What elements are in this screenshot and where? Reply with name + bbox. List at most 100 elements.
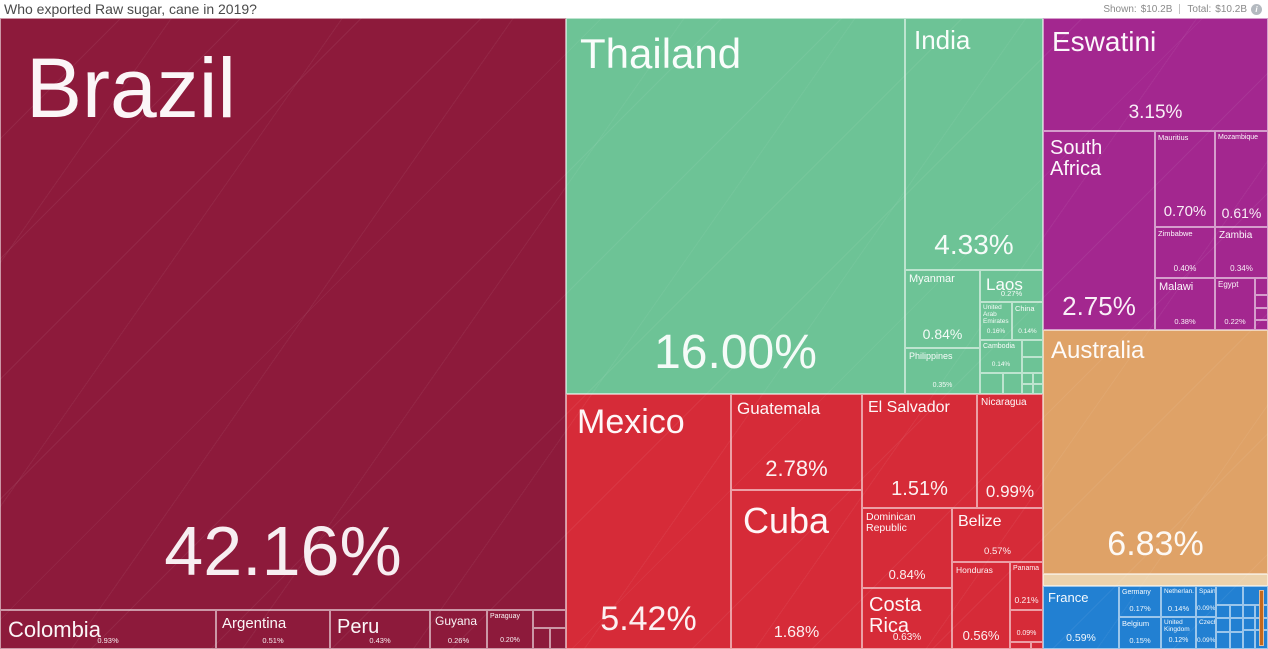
cell-small[interactable] [1216, 586, 1243, 605]
cell-small[interactable] [1216, 618, 1230, 632]
cell-small[interactable]: 0.09% [1010, 610, 1043, 642]
share-label: 1.51% [891, 478, 948, 500]
country-label: Panama [1013, 565, 1040, 572]
cell-germany[interactable]: Germany 0.17% [1119, 586, 1161, 617]
cell-small[interactable] [1255, 278, 1268, 295]
total-value: $10.2B [1215, 3, 1247, 15]
cell-small[interactable] [1010, 642, 1031, 649]
info-icon[interactable]: i [1251, 3, 1262, 15]
cell-czechia[interactable]: Czech. 0.09% [1196, 617, 1216, 649]
cell-small[interactable] [550, 628, 566, 649]
cell-laos[interactable]: Laos 0.27% [980, 270, 1043, 302]
cell-small[interactable] [1043, 574, 1268, 586]
cell-australia[interactable]: Australia 6.83% [1043, 330, 1268, 574]
cell-small[interactable] [1243, 618, 1255, 630]
share-label: 0.59% [1066, 631, 1096, 644]
country-label: Nicaragua [981, 397, 1027, 408]
share-label: 0.22% [1224, 316, 1246, 326]
cell-thailand[interactable]: Thailand 16.00% [566, 18, 905, 394]
country-label: Mauritius [1158, 133, 1189, 142]
country-label: India [914, 25, 971, 55]
cell-guyana[interactable]: Guyana 0.26% [430, 610, 487, 649]
cell-nicaragua[interactable]: Nicaragua 0.99% [977, 394, 1043, 508]
total-label: Total: [1187, 3, 1212, 15]
cell-paraguay[interactable]: Paraguay 0.20% [487, 610, 533, 649]
share-label: 0.84% [922, 326, 963, 342]
country-label: Zambia [1219, 230, 1253, 241]
cell-small[interactable] [1230, 605, 1243, 618]
cell-mozambique[interactable]: Mozambique 0.61% [1215, 131, 1268, 227]
cell-small[interactable] [533, 610, 566, 628]
cell-small[interactable] [1216, 632, 1230, 649]
country-label: El Salvador [868, 399, 950, 416]
share-label: 0.99% [985, 482, 1035, 501]
cell-mexico[interactable]: Mexico 5.42% [566, 394, 731, 649]
cell-cuba[interactable]: Cuba 1.68% [731, 490, 862, 649]
cell-small[interactable] [1230, 618, 1243, 632]
cell-south-africa[interactable]: South Africa 2.75% [1043, 131, 1155, 330]
cell-argentina[interactable]: Argentina 0.51% [216, 610, 330, 649]
cell-small[interactable] [1216, 605, 1230, 618]
share-label: 0.57% [984, 545, 1011, 557]
country-label: Belize [958, 513, 1002, 530]
cell-small[interactable] [1022, 340, 1043, 357]
cell-belize[interactable]: Belize 0.57% [952, 508, 1043, 562]
cell-costa-rica[interactable]: Costa Rica 0.63% [862, 588, 952, 649]
cell-netherlands[interactable]: Netherlan. 0.14% [1161, 586, 1196, 617]
cell-small[interactable] [533, 628, 550, 649]
cell-small[interactable] [1259, 590, 1264, 646]
cell-small[interactable] [1033, 384, 1043, 394]
cell-small[interactable] [1255, 320, 1268, 330]
country-label: Netherlan. [1164, 588, 1194, 595]
cell-small[interactable] [1243, 630, 1255, 649]
country-label: Dominican Republic [866, 511, 916, 535]
cell-small[interactable] [1230, 632, 1243, 649]
country-label: Costa Rica [869, 594, 922, 637]
cell-cambodia[interactable]: Cambodia 0.14% [980, 340, 1022, 373]
cell-small[interactable] [1022, 384, 1033, 394]
cell-united-arab-emirates[interactable]: United Arab Emirates 0.16% [980, 302, 1012, 340]
cell-small[interactable] [1255, 308, 1268, 320]
cell-small[interactable] [1022, 373, 1033, 384]
share-label: 0.35% [932, 382, 953, 389]
header-meta: Shown: $10.2B Total: $10.2B i [1103, 3, 1268, 15]
cell-mauritius[interactable]: Mauritius 0.70% [1155, 131, 1215, 227]
cell-colombia[interactable]: Colombia 0.93% [0, 610, 216, 649]
cell-dominican-republic[interactable]: Dominican Republic 0.84% [862, 508, 952, 588]
country-label: Brazil [26, 41, 237, 135]
cell-china[interactable]: China 0.14% [1012, 302, 1043, 340]
cell-myanmar[interactable]: Myanmar 0.84% [905, 270, 980, 348]
share-label: 16.00% [654, 326, 817, 379]
cell-philippines[interactable]: Philippines 0.35% [905, 348, 980, 394]
cell-small[interactable] [1255, 295, 1268, 308]
cell-brazil[interactable]: Brazil 42.16% [0, 18, 566, 610]
cell-small[interactable] [980, 373, 1003, 394]
cell-zimbabwe[interactable]: Zimbabwe 0.40% [1155, 227, 1215, 278]
cell-india[interactable]: India 4.33% [905, 18, 1043, 270]
cell-small[interactable] [1003, 373, 1022, 394]
cell-small[interactable] [1243, 605, 1255, 618]
cell-belgium[interactable]: Belgium 0.15% [1119, 617, 1161, 649]
cell-malawi[interactable]: Malawi 0.38% [1155, 278, 1215, 330]
cell-panama[interactable]: Panama 0.21% [1010, 562, 1043, 610]
country-label: United Arab Emirates [983, 304, 1009, 325]
cell-france[interactable]: France 0.59% [1043, 586, 1119, 649]
share-label: 0.14% [1167, 603, 1190, 613]
country-label: Egypt [1218, 280, 1239, 289]
cell-honduras[interactable]: Honduras 0.56% [952, 562, 1010, 649]
share-label: 0.84% [888, 567, 926, 582]
cell-small[interactable] [1031, 642, 1043, 649]
cell-small[interactable] [1033, 373, 1043, 384]
cell-peru[interactable]: Peru 0.43% [330, 610, 430, 649]
cell-guatemala[interactable]: Guatemala 2.78% [731, 394, 862, 490]
cell-egypt[interactable]: Egypt 0.22% [1215, 278, 1255, 330]
cell-spain[interactable]: Spain 0.09% [1196, 586, 1216, 617]
cell-united-kingdom[interactable]: United Kingdom 0.12% [1161, 617, 1196, 649]
country-label: Mexico [577, 403, 685, 441]
cell-zambia[interactable]: Zambia 0.34% [1215, 227, 1268, 278]
cell-small[interactable] [1022, 357, 1043, 373]
cell-eswatini[interactable]: Eswatini 3.15% [1043, 18, 1268, 131]
cell-small[interactable] [1243, 586, 1268, 605]
cell-el-salvador[interactable]: El Salvador 1.51% [862, 394, 977, 508]
